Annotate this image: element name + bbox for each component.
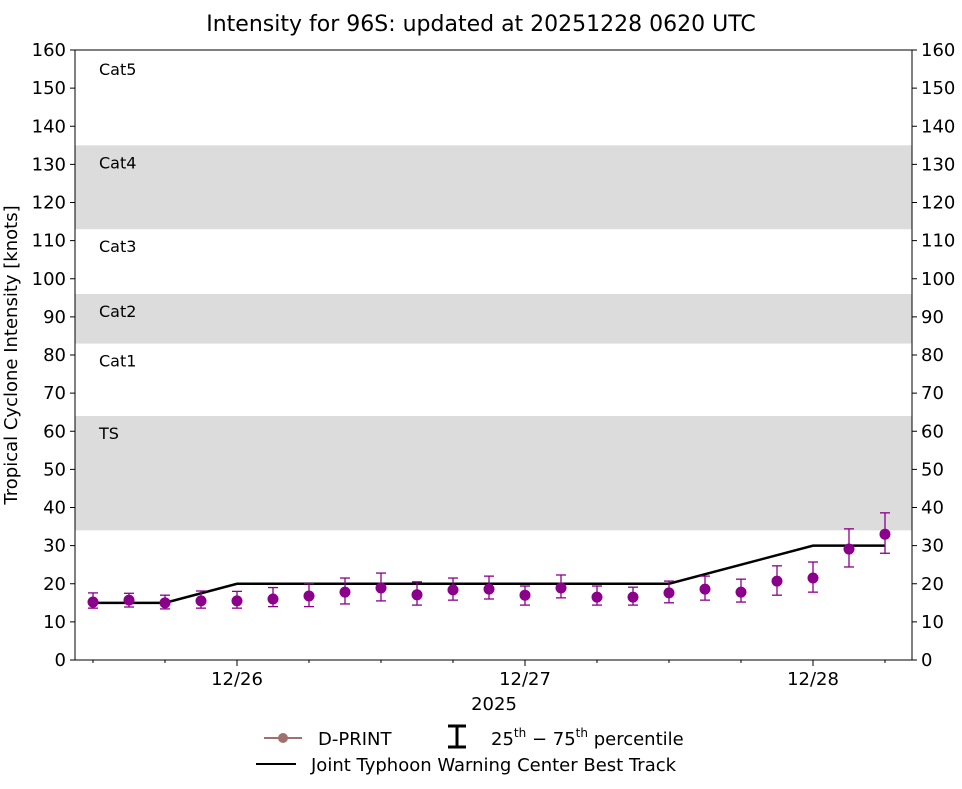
legend-dprint-marker xyxy=(278,733,288,743)
dprint-point xyxy=(195,595,207,607)
y-tick-label: 120 xyxy=(32,193,66,214)
dprint-point xyxy=(483,583,495,595)
y-tick-label-right: 60 xyxy=(921,421,944,442)
y-tick-label: 90 xyxy=(43,307,66,328)
y-tick-label: 40 xyxy=(43,498,66,519)
y-tick-label: 150 xyxy=(32,78,66,99)
y-tick-label: 100 xyxy=(32,269,66,290)
y-tick-label-right: 150 xyxy=(921,78,955,99)
y-tick-label: 20 xyxy=(43,574,66,595)
dprint-point xyxy=(879,528,891,540)
category-label: Cat2 xyxy=(99,302,136,321)
dprint-point xyxy=(591,591,603,603)
y-tick-label: 60 xyxy=(43,421,66,442)
category-label: Cat4 xyxy=(99,153,136,172)
dprint-point xyxy=(555,582,567,594)
x-tick-label: 12/27 xyxy=(499,669,551,690)
dprint-point xyxy=(87,596,99,608)
dprint-point xyxy=(231,595,243,607)
dprint-point xyxy=(159,597,171,609)
y-tick-label: 80 xyxy=(43,345,66,366)
category-band xyxy=(75,294,912,344)
dprint-point xyxy=(807,572,819,584)
y-tick-label-right: 110 xyxy=(921,231,955,252)
y-tick-label: 0 xyxy=(55,650,66,671)
legend-best-track-label: Joint Typhoon Warning Center Best Track xyxy=(310,755,677,776)
dprint-point xyxy=(411,589,423,601)
dprint-point xyxy=(375,582,387,594)
dprint-point xyxy=(303,590,315,602)
y-tick-label-right: 120 xyxy=(921,193,955,214)
y-tick-label-right: 70 xyxy=(921,383,944,404)
category-label: Cat5 xyxy=(99,60,136,79)
y-tick-label-right: 90 xyxy=(921,307,944,328)
dprint-point xyxy=(267,593,279,605)
category-band xyxy=(75,145,912,230)
y-tick-label-right: 10 xyxy=(921,612,944,633)
legend-percentile-label: 25th − 75th percentile xyxy=(491,726,684,750)
y-tick-label-right: 80 xyxy=(921,345,944,366)
y-tick-label: 50 xyxy=(43,459,66,480)
y-axis-label: Tropical Cyclone Intensity [knots] xyxy=(1,205,22,505)
dprint-point xyxy=(627,591,639,603)
dprint-point xyxy=(519,589,531,601)
plot-frame xyxy=(74,49,913,661)
legend-errorbar-icon xyxy=(448,724,466,749)
y-tick-label-right: 160 xyxy=(921,40,955,61)
dprint-point xyxy=(447,584,459,596)
chart-title: Intensity for 96S: updated at 20251228 0… xyxy=(206,12,756,37)
y-tick-label-right: 20 xyxy=(921,574,944,595)
y-tick-label-right: 130 xyxy=(921,154,955,175)
y-tick-label: 160 xyxy=(32,40,66,61)
y-tick-label-right: 30 xyxy=(921,536,944,557)
y-tick-label-right: 50 xyxy=(921,459,944,480)
y-tick-label-right: 140 xyxy=(921,116,955,137)
dprint-point xyxy=(663,587,675,599)
category-band xyxy=(75,416,912,531)
dprint-point xyxy=(339,586,351,598)
y-tick-label: 10 xyxy=(43,612,66,633)
legend: D-PRINT 25th − 75th percentile Joint Typ… xyxy=(256,724,684,776)
dprint-point xyxy=(699,583,711,595)
dprint-point xyxy=(735,586,747,598)
y-tick-label: 70 xyxy=(43,383,66,404)
x-axis-label: 2025 xyxy=(471,694,517,715)
y-tick-label: 130 xyxy=(32,154,66,175)
y-tick-label-right: 40 xyxy=(921,498,944,519)
category-label: TS xyxy=(98,424,119,443)
y-tick-label-right: 0 xyxy=(921,650,932,671)
legend-dprint-label: D-PRINT xyxy=(318,729,392,750)
y-tick-label: 30 xyxy=(43,536,66,557)
category-label: Cat3 xyxy=(99,237,136,256)
x-tick-label: 12/28 xyxy=(787,669,839,690)
y-tick-label: 110 xyxy=(32,231,66,252)
y-tick-label-right: 100 xyxy=(921,269,955,290)
x-tick-label: 12/26 xyxy=(211,669,263,690)
dprint-point xyxy=(843,543,855,555)
category-label: Cat1 xyxy=(99,352,136,371)
dprint-point xyxy=(123,594,135,606)
dprint-point xyxy=(771,575,783,587)
y-tick-label: 140 xyxy=(32,116,66,137)
